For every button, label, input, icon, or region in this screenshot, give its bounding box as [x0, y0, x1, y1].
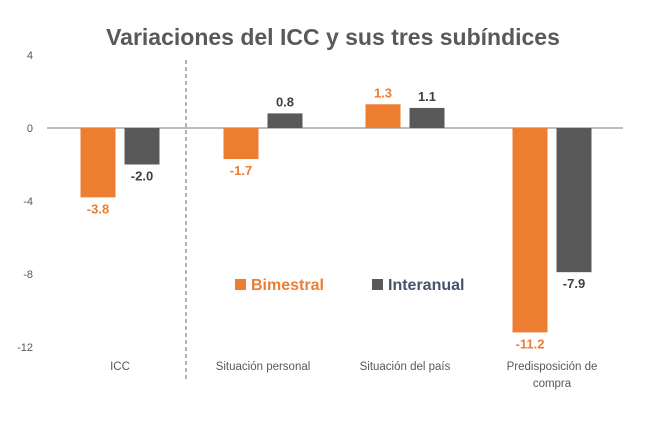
- bar-interanual: [556, 128, 592, 273]
- y-tick-label: 4: [27, 50, 33, 62]
- category-label: Predisposición de: [507, 361, 598, 373]
- chart-title: Variaciones del ICC y sus tres subíndice…: [106, 24, 560, 50]
- y-tick-label: -12: [17, 342, 33, 354]
- data-label: 1.1: [418, 89, 436, 104]
- category-label: ICC: [110, 361, 130, 373]
- bar-bimestral: [512, 128, 548, 333]
- bar-bimestral: [80, 128, 116, 198]
- data-label: -1.7: [230, 163, 252, 178]
- category-label: Situación personal: [216, 361, 311, 373]
- data-label: -11.2: [516, 336, 545, 351]
- bar-bimestral: [365, 104, 401, 128]
- legend-label: Bimestral: [251, 277, 324, 294]
- y-tick-label: -4: [23, 196, 33, 208]
- legend-swatch-bimestral: [235, 279, 246, 290]
- bar-bimestral: [223, 128, 259, 160]
- category-label: Situación del país: [360, 361, 451, 373]
- legend-swatch-interanual: [372, 279, 383, 290]
- category-label: compra: [533, 378, 572, 390]
- y-tick-label: -8: [23, 269, 33, 281]
- data-label: -2.0: [131, 169, 153, 184]
- bar-interanual: [409, 107, 445, 128]
- legend-label: Interanual: [388, 277, 464, 294]
- data-label: -7.9: [563, 276, 585, 291]
- data-label: 1.3: [374, 85, 392, 100]
- data-label: -3.8: [87, 201, 109, 216]
- data-label: 0.8: [276, 94, 294, 109]
- bar-interanual: [124, 128, 160, 165]
- bar-interanual: [267, 113, 303, 128]
- y-tick-label: 0: [27, 123, 33, 135]
